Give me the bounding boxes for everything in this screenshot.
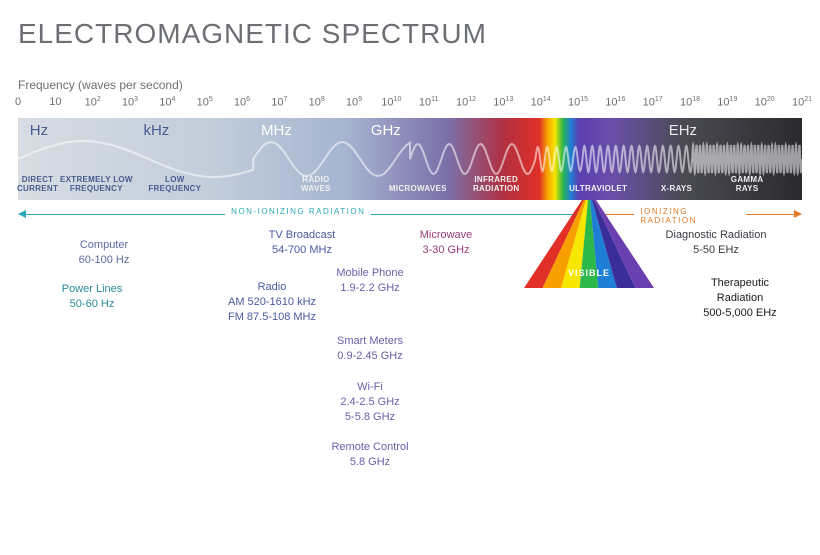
band-label: GAMMARAYS [731,175,764,194]
visible-label: VISIBLE [568,268,610,278]
spectrum-example: Smart Meters0.9-2.45 GHz [337,334,403,364]
page-title: ELECTROMAGNETIC SPECTRUM [18,18,487,50]
tick: 106 [234,96,250,109]
tick: 108 [309,96,325,109]
band-label: X-RAYS [661,184,692,194]
band-label: EXTREMELY LOWFREQUENCY [60,175,133,194]
spectrum-band: Hz kHz MHz GHz EHz DIRECTCURRENTEXTREMELY LO… [18,118,802,200]
tick: 1020 [755,96,775,109]
tick: 1017 [643,96,663,109]
band-label: ULTRAVIOLET [569,184,627,194]
band-label: DIRECTCURRENT [17,175,58,194]
tick: 10 [49,96,61,108]
spectrum-example: Computer60-100 Hz [79,238,130,268]
unit-label: MHz [261,122,292,139]
tick: 1016 [605,96,625,109]
unit-label: EHz [669,122,697,139]
spectrum-example: TherapeuticRadiation500-5,000 EHz [703,276,776,321]
radiation-divider: NON-IONIZING RADIATION IONIZING RADIATIO… [18,206,802,222]
unit-label: kHz [143,122,169,139]
tick: 105 [197,96,213,109]
spectrum-example: Diagnostic Radiation5-50 EHz [666,228,767,258]
axis-label: Frequency (waves per second) [18,78,183,92]
spectrum-example: Remote Control5.8 GHz [331,440,408,470]
tick: 109 [346,96,362,109]
tick: 1011 [419,96,439,109]
spectrum-example: TV Broadcast54-700 MHz [269,228,336,258]
spectrum-example: Power Lines50-60 Hz [62,282,123,312]
band-label: LOWFREQUENCY [148,175,201,194]
tick: 102 [85,96,101,109]
tick: 1015 [568,96,588,109]
band-label: RADIOWAVES [301,175,331,194]
tick: 1019 [717,96,737,109]
unit-label: GHz [371,122,401,139]
spectrum-example: RadioAM 520-1610 kHzFM 87.5-108 MHz [228,280,316,325]
tick: 1010 [381,96,401,109]
tick: 103 [122,96,138,109]
nonionizing-label: NON-IONIZING RADIATION [225,207,371,216]
tick: 0 [15,96,21,108]
frequency-ticks: 0 10 102 103 104 105 106 107 108 109 1010 1011 1012 1… [18,96,802,116]
tick: 1013 [493,96,513,109]
spectrum-example: Microwave3-30 GHz [420,228,473,258]
spectrum-example: Wi-Fi2.4-2.5 GHz5-5.8 GHz [340,380,399,425]
band-label: MICROWAVES [389,184,447,194]
tick: 107 [271,96,287,109]
spectrum-example: Mobile Phone1.9-2.2 GHz [336,266,403,296]
tick: 1014 [531,96,551,109]
tick: 1021 [792,96,812,109]
tick: 1018 [680,96,700,109]
unit-label: Hz [30,122,48,139]
band-label: INFRAREDRADIATION [473,175,520,194]
tick: 1012 [456,96,476,109]
tick: 104 [159,96,175,109]
